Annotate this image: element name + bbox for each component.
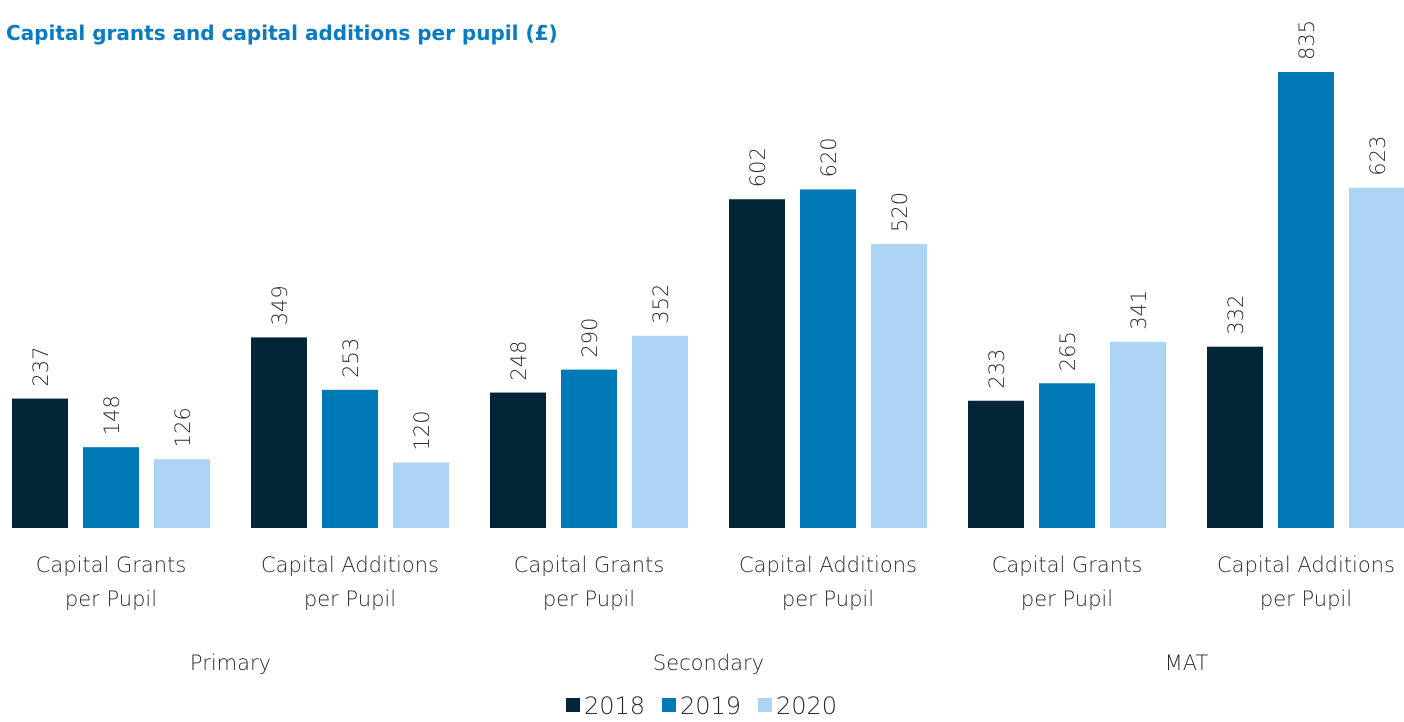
group-label: MAT [1165,651,1209,675]
bar [1110,341,1166,528]
x-tick-label: Capital Additions per Pupil [261,553,439,611]
value-label: 349 [268,285,292,325]
value-label: 233 [985,349,1009,389]
bar [251,337,307,528]
x-tick-label: Capital Grants per Pupil [514,553,665,611]
group-label: Primary [190,651,271,675]
bar [154,459,210,528]
x-tick-label: Capital Additions per Pupil [1217,553,1395,611]
value-label: 623 [1366,136,1390,176]
bar [83,447,139,528]
value-label: 126 [171,407,195,447]
legend-label: 2020 [776,692,837,720]
value-label: 520 [888,192,912,232]
value-label: 248 [507,340,531,380]
value-label: 602 [746,147,770,187]
value-label: 290 [578,318,602,358]
legend-label: 2019 [680,692,741,720]
bar [729,199,785,529]
bar [12,398,68,528]
bar [1039,383,1095,528]
value-label: 265 [1056,331,1080,371]
bar [490,392,546,528]
bar [871,244,927,528]
bar [1207,346,1263,528]
x-tick-label: Capital Grants per Pupil [992,553,1143,611]
bar [393,462,449,528]
chart-title: Capital grants and capital additions per… [6,21,558,45]
value-label: 835 [1295,20,1319,60]
value-label: 253 [339,338,363,378]
bar [632,335,688,528]
group-label: Secondary [653,651,764,675]
legend-swatch [758,698,772,712]
value-label: 341 [1127,290,1151,330]
value-label: 120 [410,410,434,450]
value-label: 237 [29,346,53,386]
x-tick-label: Capital Grants per Pupil [36,553,187,611]
bar [1349,187,1404,529]
bar [322,389,378,528]
legend-swatch [566,698,580,712]
value-label: 148 [100,395,124,435]
bar [800,189,856,528]
value-label: 332 [1224,295,1248,335]
value-label: 620 [817,137,841,177]
bar [968,400,1024,528]
bar [561,369,617,528]
value-label: 352 [649,284,673,324]
x-tick-label: Capital Additions per Pupil [739,553,917,611]
legend-label: 2018 [584,692,645,720]
bar [1278,72,1334,528]
legend-swatch [662,698,676,712]
